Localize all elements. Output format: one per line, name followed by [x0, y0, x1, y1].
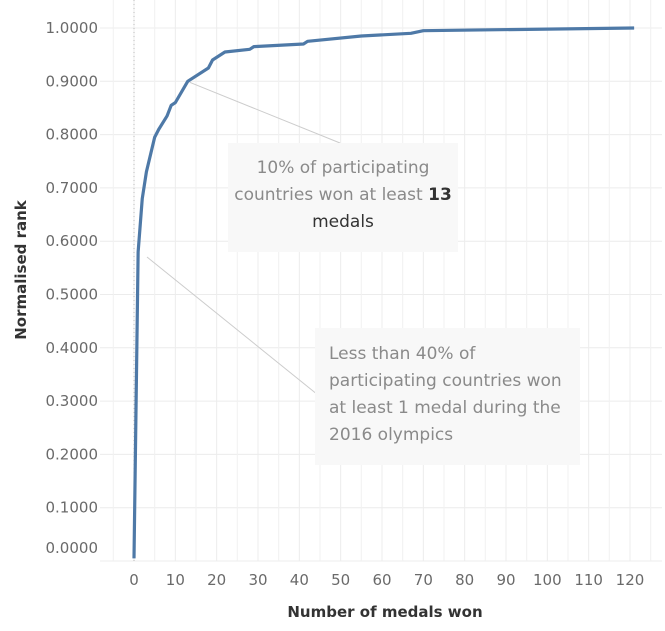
- y-tick-label: 1.0000: [46, 19, 99, 37]
- y-tick-label: 0.5000: [46, 286, 99, 304]
- annotation-connector: [189, 81, 341, 144]
- x-tick-label: 40: [290, 571, 309, 589]
- y-tick-label: 0.4000: [46, 339, 99, 357]
- y-axis-title: Normalised rank: [12, 199, 30, 340]
- annotation-connector: [146, 256, 319, 396]
- annotation-text: medals: [312, 212, 374, 232]
- y-tick-label: 0.7000: [46, 179, 99, 197]
- y-tick-label: 0.1000: [46, 499, 99, 517]
- x-axis-title: Number of medals won: [287, 603, 482, 621]
- x-tick-label: 60: [372, 571, 391, 589]
- x-tick-label: 10: [166, 571, 185, 589]
- x-tick-label: 70: [414, 571, 433, 589]
- annotation-text: 10% of participating countries won at le…: [234, 158, 430, 205]
- annotation-text: Less than 40% of participating countries…: [329, 344, 562, 445]
- y-tick-label: 0.8000: [46, 126, 99, 144]
- y-tick-label: 0.6000: [46, 232, 99, 250]
- x-tick-label: 110: [574, 571, 603, 589]
- annotation-top-13-medals: 10% of participating countries won at le…: [228, 143, 458, 252]
- x-tick-label: 50: [331, 571, 350, 589]
- x-tick-label: 90: [496, 571, 515, 589]
- annotation-bold-value: 13: [428, 185, 452, 205]
- x-tick-label: 120: [616, 571, 645, 589]
- y-tick-label: 0.0000: [46, 539, 99, 557]
- x-tick-label: 30: [248, 571, 267, 589]
- y-tick-label: 0.9000: [46, 72, 99, 90]
- series-line: [132, 26, 635, 559]
- y-tick-label: 0.2000: [46, 445, 99, 463]
- x-tick-label: 80: [455, 571, 474, 589]
- x-tick-label: 0: [129, 571, 139, 589]
- y-tick-label: 0.3000: [46, 392, 99, 410]
- annotation-less-than-40: Less than 40% of participating countries…: [315, 328, 580, 465]
- x-tick-label: 100: [533, 571, 562, 589]
- x-tick-label: 20: [207, 571, 226, 589]
